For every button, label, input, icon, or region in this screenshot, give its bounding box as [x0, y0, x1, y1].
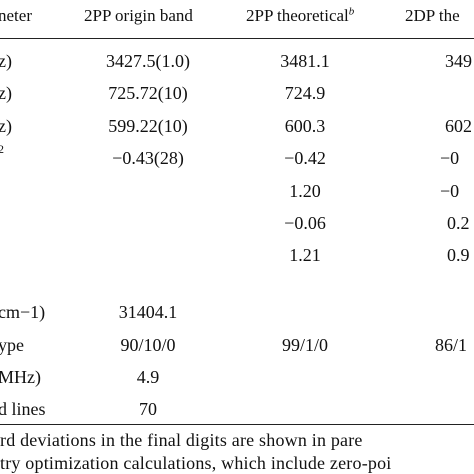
table-cell: −0.06 — [284, 213, 326, 233]
bottom-rule — [0, 424, 474, 425]
row-label: d lines — [0, 399, 46, 419]
table-cell: 86/1 — [435, 335, 468, 355]
header-rule — [0, 38, 474, 39]
footnote-line-2: try optimization calculations, which inc… — [0, 453, 392, 473]
row-label: 2 — [0, 142, 4, 156]
table-cell: 602 — [445, 116, 472, 136]
table-cell: 4.9 — [136, 367, 160, 387]
row-label: z) — [0, 83, 12, 103]
table-cell: −0 — [440, 148, 460, 168]
table-cell: 90/10/0 — [120, 335, 176, 355]
header-2pp-theoretical: 2PP theoreticalb — [246, 5, 354, 27]
row-label: ype — [0, 335, 24, 355]
table-cell: −0.42 — [284, 148, 326, 168]
table-cell: 31404.1 — [118, 302, 178, 322]
table-cell: 3481.1 — [280, 51, 330, 71]
table-cell: 724.9 — [284, 83, 326, 103]
table-cell: 3427.5(1.0) — [106, 51, 190, 71]
header-2pp-theoretical-text: 2PP theoretical — [246, 6, 349, 25]
table-cell: −0 — [440, 181, 460, 201]
table-cell: 1.20 — [289, 181, 321, 201]
table-cell: 0.9 — [447, 245, 470, 265]
row-label: cm−1) — [0, 302, 46, 322]
table-cell: 599.22(10) — [108, 116, 188, 136]
row-label: MHz) — [0, 367, 41, 387]
header-parameter: neter — [0, 6, 32, 25]
header-2dp-theoretical: 2DP the — [405, 6, 460, 25]
table-cell: 99/1/0 — [281, 335, 329, 355]
row-label: z) — [0, 116, 12, 136]
table-cell: 600.3 — [284, 116, 326, 136]
table-cell: 725.72(10) — [108, 83, 188, 103]
header-footnote-mark: b — [348, 5, 355, 18]
table-cell: 349 — [445, 51, 472, 71]
header-2pp-origin-band: 2PP origin band — [84, 6, 193, 25]
row-label: z) — [0, 51, 12, 71]
footnote-line-1: rd deviations in the final digits are sh… — [0, 430, 363, 450]
table-cell: 0.2 — [447, 213, 470, 233]
table-cell: 70 — [139, 399, 157, 419]
table-cell: 1.21 — [289, 245, 321, 265]
table-cell: −0.43(28) — [112, 148, 184, 168]
